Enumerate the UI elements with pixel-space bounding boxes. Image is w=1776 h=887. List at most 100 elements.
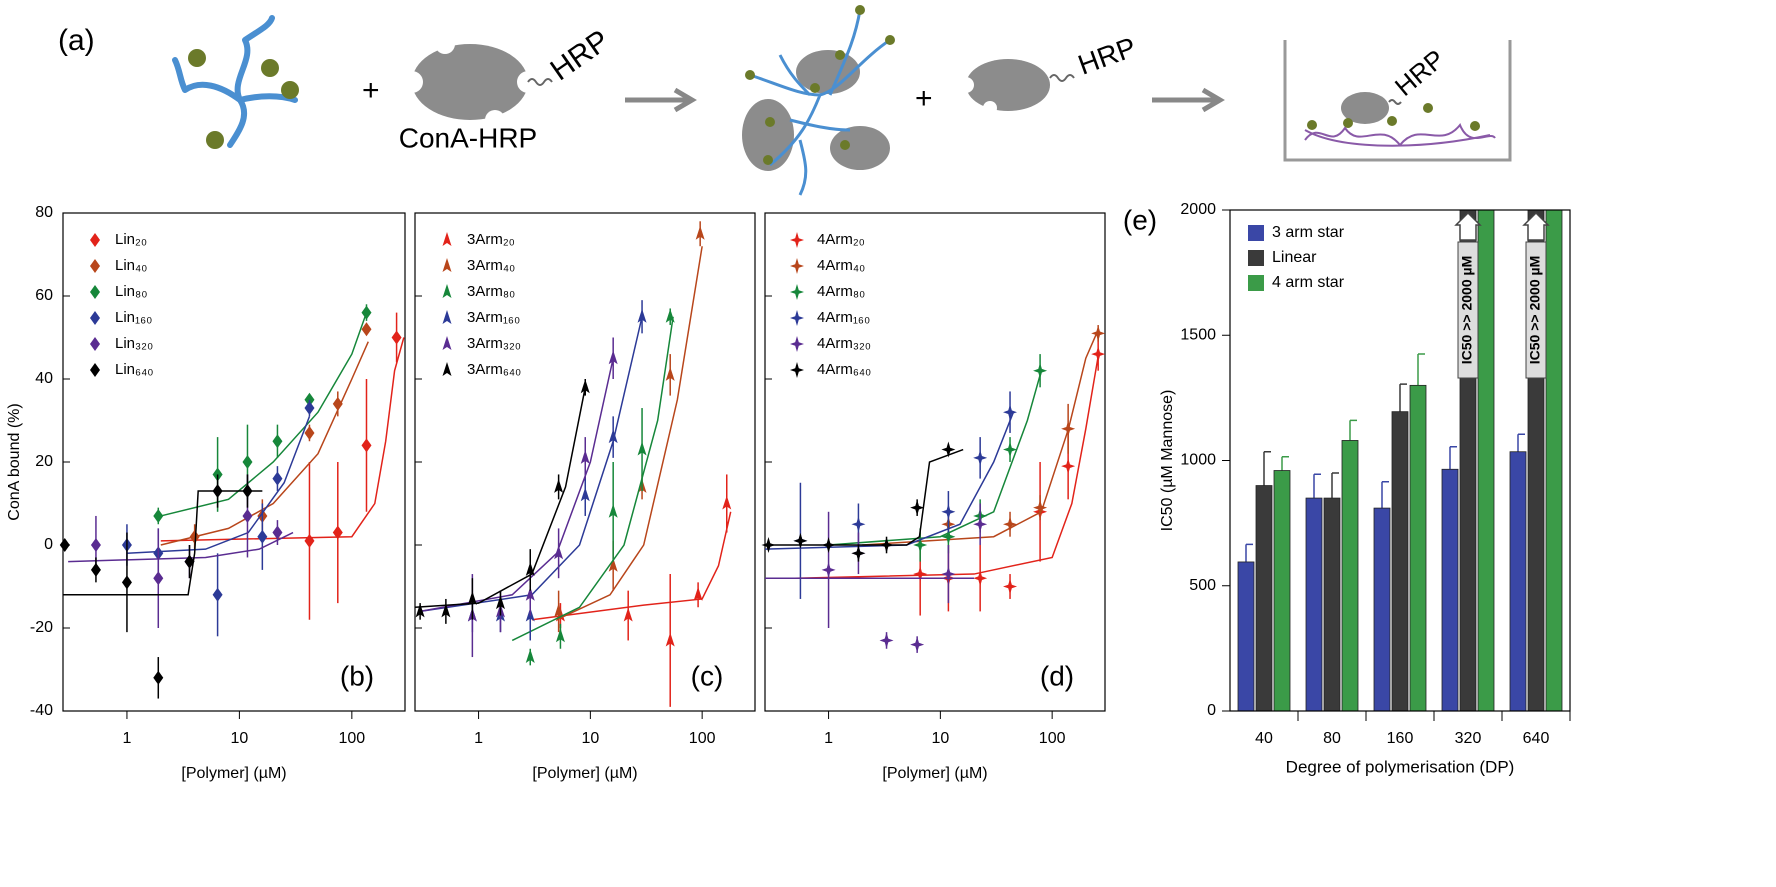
data-point <box>272 434 283 449</box>
hrp-label: HRP <box>1074 31 1140 80</box>
panel-label: (c) <box>691 660 724 691</box>
data-point <box>879 632 894 649</box>
data-point <box>910 499 925 516</box>
x-tick-label: 80 <box>1323 730 1341 747</box>
error-bar <box>1349 419 1357 441</box>
y-tick-label: 20 <box>35 453 53 470</box>
data-point <box>332 525 343 540</box>
legend-label: Lin₈₀ <box>115 283 147 300</box>
data-point <box>1061 420 1076 437</box>
data-point <box>184 554 195 569</box>
y-tick-label: 1500 <box>1180 326 1216 343</box>
plot-frame <box>1229 209 1571 712</box>
y-tick-label: -20 <box>30 619 53 636</box>
error-bar <box>1399 383 1407 412</box>
panel-label: (b) <box>340 660 374 691</box>
bar <box>1341 440 1359 712</box>
legend-label: 4Arm₃₂₀ <box>817 335 871 352</box>
data-point <box>272 525 283 540</box>
legend-label: 3Arm₄₀ <box>467 257 515 274</box>
y-tick-label: 60 <box>35 287 53 304</box>
x-tick-label: 10 <box>230 730 248 747</box>
bar <box>1237 561 1255 712</box>
data-point <box>821 537 836 553</box>
error-bar <box>1245 543 1253 562</box>
legend-label: 3Arm₈₀ <box>467 283 515 300</box>
y-tick-label: 2000 <box>1180 201 1216 218</box>
bar <box>1477 209 1495 712</box>
data-point <box>1003 516 1018 533</box>
data-point <box>910 636 925 653</box>
legend-label: Lin₆₄₀ <box>115 361 153 378</box>
data-point <box>695 225 705 240</box>
error-bar <box>1381 481 1389 509</box>
legend-marker <box>90 233 100 247</box>
data-point <box>212 484 223 499</box>
legend-marker <box>442 336 452 350</box>
bar <box>1273 470 1291 712</box>
annotation-box <box>1457 241 1479 379</box>
panel-label: (d) <box>1040 660 1074 691</box>
fit-curve <box>556 246 703 621</box>
data-point <box>608 429 618 444</box>
plot-frame <box>764 212 1106 712</box>
panel-a: (a) + HRP ConA-HRP + H <box>58 5 1512 196</box>
data-point <box>242 484 253 499</box>
data-point <box>623 607 633 622</box>
data-point <box>272 471 283 486</box>
fit-curve <box>68 531 294 563</box>
y-tick-label: 0 <box>44 536 53 553</box>
data-point <box>821 561 836 578</box>
legend-marker <box>442 232 452 246</box>
data-point <box>693 586 703 601</box>
data-point <box>304 425 315 440</box>
data-point <box>242 508 253 523</box>
data-point <box>525 561 535 576</box>
data-point <box>941 503 956 520</box>
legend-marker <box>90 285 100 299</box>
error-bar <box>1417 353 1425 386</box>
data-point <box>913 566 928 583</box>
x-tick-label: 40 <box>1255 730 1273 747</box>
bar <box>1509 451 1527 712</box>
legend-label: Lin₄₀ <box>115 257 147 274</box>
legend-marker <box>790 362 804 378</box>
legend-marker <box>790 336 804 352</box>
legend-swatch <box>1248 225 1264 241</box>
bar <box>1323 497 1341 712</box>
fit-curve <box>160 337 405 542</box>
error-bar <box>1449 445 1457 470</box>
error-bar <box>1331 472 1339 499</box>
data-point <box>973 570 988 587</box>
data-point <box>665 308 675 323</box>
legend-marker <box>790 258 804 274</box>
data-point <box>1091 346 1106 363</box>
legend-marker <box>442 258 452 272</box>
data-point <box>304 401 315 416</box>
data-point <box>467 590 477 605</box>
bar <box>1545 209 1563 712</box>
fit-curve <box>126 416 311 555</box>
conjugate-label: ConA-HRP <box>399 122 537 153</box>
data-point <box>580 379 590 394</box>
data-point <box>722 495 732 510</box>
star-polymer <box>172 15 298 148</box>
y-tick-label: 0 <box>1207 702 1216 719</box>
data-point <box>941 528 956 545</box>
data-point <box>90 562 101 577</box>
data-point <box>212 587 223 602</box>
data-point <box>973 516 988 533</box>
annotation-arrow <box>1454 211 1482 241</box>
data-point <box>153 571 164 586</box>
cona <box>401 34 553 130</box>
scatter-panel: -40 -20 0 20 40 60 80 1 10 100 [Polymer] (µM) ConA … <box>6 204 406 782</box>
data-point <box>608 557 618 572</box>
bar <box>1441 468 1459 712</box>
fit-curve <box>862 333 1098 546</box>
data-point <box>637 441 647 456</box>
legend-swatch <box>1248 250 1264 266</box>
x-axis-label: [Polymer] (µM) <box>532 765 637 782</box>
y-tick-label: -40 <box>30 702 53 719</box>
y-axis-label: IC50 (µM Mannose) <box>1159 390 1176 532</box>
